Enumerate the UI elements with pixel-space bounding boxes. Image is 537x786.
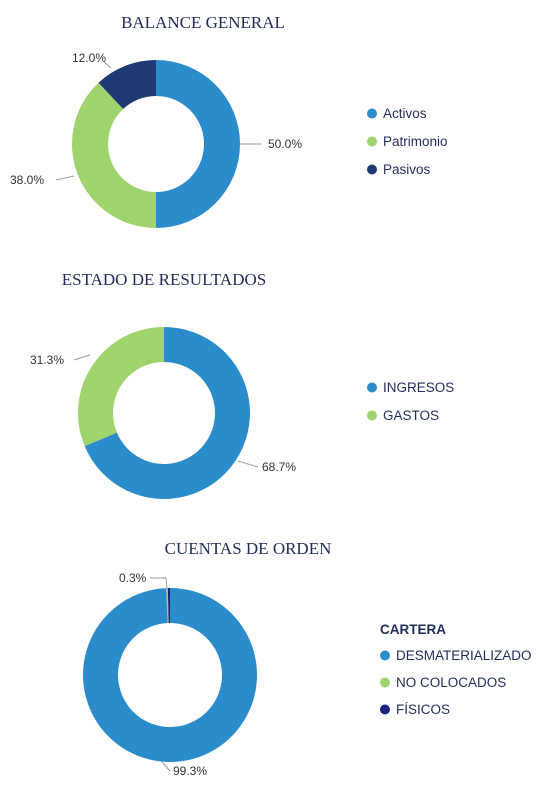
legend-heading: CARTERA: [380, 622, 446, 637]
data-label-gastos: 31.3%: [30, 353, 64, 367]
legend-label-activos[interactable]: Activos: [383, 106, 427, 121]
data-label-no-colocados: 0.3%: [119, 571, 147, 585]
chart-title: BALANCE GENERAL: [121, 13, 285, 32]
legend-marker-ingresos: [367, 382, 377, 393]
legend-marker-pasivos: [367, 164, 377, 175]
slice-no-colocados[interactable]: [166, 588, 169, 624]
chart-title: ESTADO DE RESULTADOS: [62, 270, 266, 289]
cuentas-de-orden-chart: CUENTAS DE ORDEN 99.3% 0.3% DESMATERIALIZ…: [82, 539, 532, 778]
leader-line: [237, 460, 259, 468]
data-label-ingresos: 68.7%: [262, 460, 296, 474]
leader-line: [73, 354, 91, 361]
data-label-pasivos: 12.0%: [72, 51, 106, 65]
legend-marker-gastos: [367, 410, 377, 421]
legend-label-patrimonio[interactable]: Patrimonio: [383, 134, 448, 149]
slice-gastos[interactable]: [77, 327, 164, 447]
legend-marker-no-colocados: [380, 677, 390, 688]
legend-marker-desmaterializado: [380, 650, 390, 661]
balance-general-chart: BALANCE GENERAL 50.0% 38.0% 12.0% Activos P…: [10, 13, 448, 228]
slice-ingresos[interactable]: [84, 327, 250, 500]
legend-marker-patrimonio: [367, 136, 377, 147]
legend-marker-activos: [367, 108, 377, 119]
slice-activos[interactable]: [156, 60, 240, 228]
legend-label-pasivos[interactable]: Pasivos: [383, 162, 431, 177]
legend-label-desmaterializado[interactable]: DESMATERIALIZADO: [396, 648, 532, 663]
estado-de-resultados-chart: ESTADO DE RESULTADOS 68.7% 31.3% INGRESOS…: [30, 270, 454, 500]
legend-marker-fisicos: [380, 704, 390, 715]
leader-line: [55, 175, 75, 181]
data-label-patrimonio: 38.0%: [10, 173, 44, 187]
legend-label-gastos[interactable]: GASTOS: [383, 408, 439, 423]
leader-line: [161, 761, 171, 772]
data-label-desmaterializado: 99.3%: [173, 764, 207, 778]
legend-label-fisicos[interactable]: FÍSICOS: [396, 702, 450, 717]
slice-fisicos[interactable]: [167, 588, 170, 624]
chart-title: CUENTAS DE ORDEN: [165, 539, 332, 558]
slice-desmaterializado[interactable]: [82, 588, 257, 762]
leader-line: [103, 61, 112, 69]
legend-label-no-colocados[interactable]: NO COLOCADOS: [396, 675, 506, 690]
legend-label-ingresos[interactable]: INGRESOS: [383, 380, 454, 395]
slice-pasivos[interactable]: [98, 60, 156, 110]
leader-line: [150, 577, 168, 590]
slice-patrimonio[interactable]: [71, 82, 156, 228]
data-label-activos: 50.0%: [268, 137, 302, 151]
